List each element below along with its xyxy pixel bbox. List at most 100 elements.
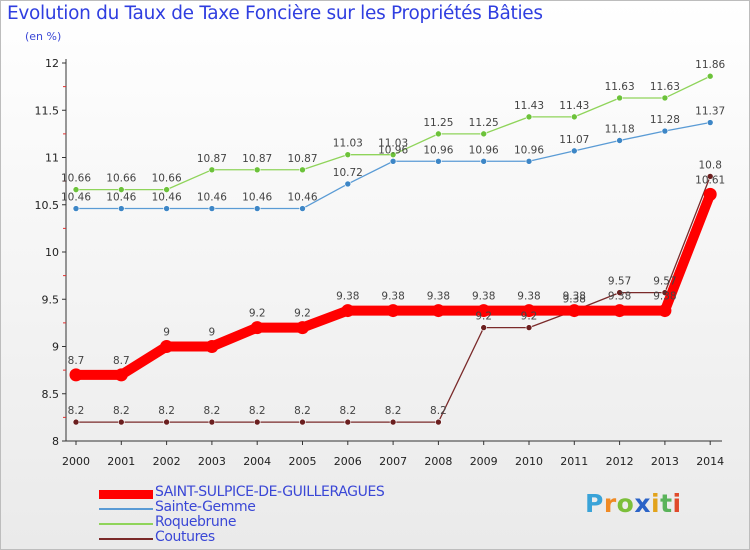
chart-unit: (en %) bbox=[25, 30, 62, 43]
legend-swatch bbox=[99, 523, 153, 525]
y-tick-label: 10 bbox=[45, 246, 59, 259]
series-point-0 bbox=[567, 304, 581, 318]
series-point-3 bbox=[525, 324, 533, 331]
data-label-1: 10.96 bbox=[423, 144, 453, 156]
data-label-1: 10.46 bbox=[152, 192, 182, 204]
data-label-1: 10.46 bbox=[197, 192, 227, 204]
x-tick-label: 2010 bbox=[515, 455, 543, 468]
data-label-0: 9.38 bbox=[563, 291, 586, 303]
series-point-2 bbox=[344, 151, 352, 158]
x-tick-label: 2000 bbox=[62, 455, 90, 468]
series-point-3 bbox=[480, 324, 488, 331]
data-label-1: 11.07 bbox=[559, 134, 589, 146]
data-label-3: 9.57 bbox=[608, 276, 631, 288]
data-label-0: 9 bbox=[209, 327, 216, 339]
data-label-0: 9.38 bbox=[517, 291, 540, 303]
series-point-1 bbox=[163, 205, 170, 212]
data-label-1: 10.96 bbox=[378, 144, 408, 156]
series-point-1 bbox=[480, 157, 488, 165]
data-label-0: 9.38 bbox=[336, 291, 359, 303]
x-tick-label: 2008 bbox=[424, 455, 452, 468]
series-point-2 bbox=[299, 166, 306, 174]
legend-label: Coutures bbox=[155, 529, 215, 545]
series-point-0 bbox=[658, 304, 672, 318]
data-label-0: 9.38 bbox=[427, 291, 450, 303]
data-label-1: 11.37 bbox=[695, 106, 725, 118]
series-point-0 bbox=[386, 304, 400, 318]
proxiti-logo: Proxiti bbox=[585, 489, 682, 518]
series-point-2 bbox=[480, 130, 488, 138]
series-point-2 bbox=[208, 166, 216, 174]
series-point-3 bbox=[616, 289, 623, 296]
data-label-2: 10.87 bbox=[287, 153, 317, 165]
chart-title: Evolution du Taux de Taxe Foncière sur l… bbox=[7, 3, 543, 24]
legend-swatch bbox=[99, 508, 153, 510]
series-point-1 bbox=[344, 180, 352, 188]
data-label-1: 10.72 bbox=[333, 167, 363, 179]
legend-swatch bbox=[99, 538, 153, 540]
series-point-1 bbox=[253, 205, 261, 212]
chart-axes: 8 8.5 9 9.5 10 10.5 11 11.5 12 2000 2001 2002 2003 20… bbox=[35, 57, 725, 468]
legend-item: Coutures bbox=[99, 529, 419, 546]
series-point-0 bbox=[160, 340, 174, 353]
series-point-1 bbox=[72, 205, 80, 212]
series-point-3 bbox=[163, 418, 170, 426]
series-point-0 bbox=[296, 321, 309, 335]
data-label-3: 8.2 bbox=[113, 405, 130, 417]
x-tick-label: 2005 bbox=[289, 455, 317, 468]
data-label-2: 11.43 bbox=[514, 100, 544, 112]
data-label-2: 11.03 bbox=[378, 138, 408, 150]
series-point-0 bbox=[477, 304, 491, 318]
series-point-3 bbox=[253, 418, 261, 426]
data-label-2: 10.66 bbox=[61, 173, 91, 185]
legend-label: Roquebrune bbox=[155, 514, 237, 530]
data-label-3: 8.2 bbox=[430, 405, 447, 417]
x-tick-label: 2003 bbox=[198, 455, 226, 468]
data-label-0: 8.7 bbox=[113, 355, 130, 367]
data-label-3: 8.2 bbox=[249, 405, 266, 417]
data-label-1: 10.46 bbox=[287, 192, 317, 204]
series-point-1 bbox=[570, 147, 578, 155]
x-tick-label: 2014 bbox=[696, 455, 724, 468]
data-label-3: 8.2 bbox=[385, 405, 402, 417]
data-label-1: 10.46 bbox=[61, 192, 91, 204]
data-label-1: 11.28 bbox=[650, 114, 680, 126]
series-point-3 bbox=[72, 418, 80, 426]
y-tick-label: 8 bbox=[52, 435, 59, 448]
data-label-2: 11.43 bbox=[559, 100, 589, 112]
series-point-2 bbox=[706, 72, 714, 80]
data-label-3: 8.2 bbox=[204, 405, 221, 417]
logo-letter: i bbox=[651, 489, 661, 518]
series-point-1 bbox=[525, 157, 533, 165]
x-tick-label: 2013 bbox=[651, 455, 679, 468]
legend-swatch bbox=[99, 490, 153, 499]
series-point-3 bbox=[706, 173, 714, 180]
y-tick-label: 12 bbox=[45, 57, 59, 70]
series-point-0 bbox=[522, 304, 536, 318]
data-label-0: 9.38 bbox=[381, 291, 404, 303]
data-label-3: 10.8 bbox=[699, 159, 722, 171]
series-point-2 bbox=[661, 94, 669, 102]
series-point-2 bbox=[616, 94, 623, 102]
series-point-0 bbox=[69, 368, 83, 382]
series-point-2 bbox=[253, 166, 261, 174]
legend-label: Sainte-Gemme bbox=[155, 499, 256, 515]
legend-item: Roquebrune bbox=[99, 514, 419, 531]
x-tick-label: 2002 bbox=[153, 455, 181, 468]
data-label-2: 11.63 bbox=[650, 81, 680, 93]
data-label-1: 11.18 bbox=[605, 123, 635, 135]
series-point-3 bbox=[299, 418, 306, 426]
data-label-3: 9.38 bbox=[563, 294, 586, 306]
legend-item: SAINT-SULPICE-DE-GUILLERAGUES bbox=[99, 484, 419, 501]
y-tick-label: 11 bbox=[45, 152, 59, 165]
x-tick-label: 2004 bbox=[243, 455, 271, 468]
y-tick-label: 11.5 bbox=[35, 104, 60, 117]
series-point-0 bbox=[114, 368, 128, 382]
x-tick-label: 2006 bbox=[334, 455, 362, 468]
logo-letter: t bbox=[660, 489, 673, 518]
y-tick-label: 9 bbox=[52, 341, 59, 354]
data-label-3: 9.2 bbox=[475, 311, 492, 323]
series-point-1 bbox=[616, 137, 623, 144]
chart-value-labels: 8.7 8.7 9 9 9.2 9.2 9.38 9.38 9.38 9.38 9.38 9.38 9.… bbox=[61, 59, 726, 417]
data-label-2: 11.25 bbox=[423, 117, 453, 129]
